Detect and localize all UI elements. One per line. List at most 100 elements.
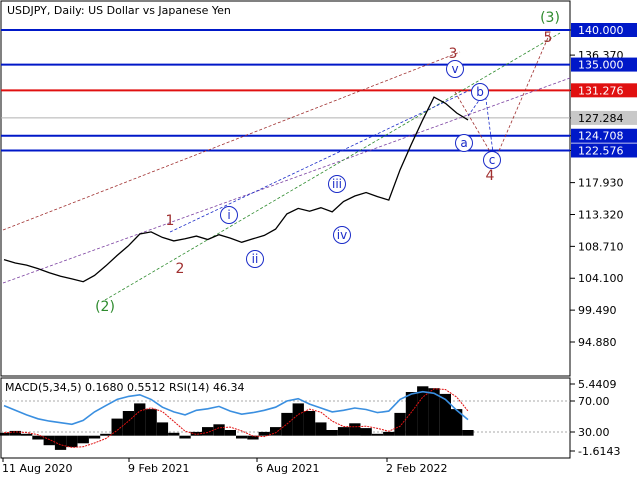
wave-label-c: c [489,153,496,167]
macd-bar [145,409,157,436]
macd-bar [292,403,304,436]
indicator-title: MACD(5,34,5) 0.1680 0.5512 RSI(14) 46.34 [5,381,244,394]
macd-bar [236,435,248,439]
macd-bar [349,423,361,436]
macd-bar [258,431,270,436]
level-tag-label: 124.708 [578,130,624,143]
wave5-projection-line [494,32,551,161]
macd-bar [213,424,225,436]
channel-upper-line [2,51,461,231]
level-tag [571,57,637,72]
macd-bar [190,431,202,436]
time-tick-label: 6 Aug 2021 [256,462,319,475]
wave-label-3: (3) [540,10,560,26]
macd-signal-line [3,388,469,448]
macd-bar [100,433,112,436]
macd-bar [224,430,236,436]
time-tick-label: 2 Feb 2022 [386,462,447,475]
macd-bar [405,392,418,436]
macd-bar [156,422,169,436]
sub-channel-line [169,89,471,233]
level-tag-label: 127.284 [578,112,624,125]
level-tag [571,110,637,125]
price-tick-label: 99.490 [578,304,617,317]
macd-bar [394,412,406,436]
price-tick-label: 94.880 [578,336,617,349]
macd-bar [9,430,21,436]
level-tag-label: 140.000 [578,24,624,37]
wave-label-b: b [476,85,484,99]
price-tick-label: 113.320 [578,208,624,221]
macd-bar [66,435,78,448]
level-tag [571,23,637,37]
macd-bar [360,428,372,436]
macd-bar [0,432,10,436]
macd-bar [462,430,474,436]
macd-bar [337,427,350,436]
wave-circle [483,151,501,169]
macd-bar [270,427,282,436]
main-panel [0,0,571,377]
macd-bar [326,430,338,436]
macd-bar [122,411,135,436]
time-tick-label: 11 Aug 2020 [2,462,72,475]
wave-circle [455,134,473,152]
price-tick-label: 117.930 [578,177,624,190]
wave-label-2: (2) [95,299,115,315]
wave-label-1: 1 [166,213,175,229]
macd-bar [315,422,327,436]
price-tick-label: 108.710 [578,240,624,253]
symbol-title: USDJPY, Daily: US Dollar vs Japanese Yen [7,4,231,17]
level-tag [571,83,637,98]
macd-bar [77,435,89,444]
wave3-target-line [104,32,561,301]
indicator-tick-label: -1.6143 [578,445,620,458]
indicator-tick-label: 30.00 [578,426,610,439]
rsi-line [3,390,469,426]
wave-label-a: a [460,136,467,150]
wave-label-4: 4 [486,168,495,184]
indicator-tick-label: 5.4409 [578,378,617,391]
macd-bar [202,427,214,436]
wave-circle [220,206,238,224]
macd-bar [134,403,146,436]
wave-circle [328,175,346,193]
macd-bar [383,431,395,436]
c-projection-line [484,91,495,161]
macd-bar [168,432,180,436]
wave-circle [246,250,264,268]
wave-label-iii: iii [332,177,342,191]
time-tick-label: 9 Feb 2021 [128,462,189,475]
macd-bar [417,386,429,436]
wave-label-i: i [227,208,230,222]
wave-label-v: v [451,62,458,76]
wave4-projection-line [454,91,496,161]
macd-bar [32,435,44,440]
macd-bar [247,435,259,440]
wave-label-ii: ii [252,252,259,266]
macd-bar [179,435,191,439]
wave-circle [333,226,351,244]
price-tick-label: 104.100 [578,272,624,285]
wave-circle [446,60,464,78]
macd-bar [439,393,451,436]
wave-label-5: 5 [544,30,553,46]
macd-bar [371,433,384,436]
macd-bar [428,388,440,436]
wave-circle [471,83,489,101]
level-tag-label: 131.276 [578,84,624,97]
level-tag-label: 122.576 [578,144,624,157]
indicator-tick-label: 70.00 [578,395,610,408]
wave-label-2: 2 [176,261,185,277]
macd-bar [43,435,55,446]
macd-bar [54,435,67,450]
macd-bar [451,409,463,436]
channel-lower-line [2,77,571,284]
level-tag [571,128,637,143]
macd-bar [303,411,316,436]
price-line [3,96,469,283]
level-tag [571,143,637,158]
wave-label-iv: iv [337,228,347,242]
level-tag-label: 135.000 [578,59,624,72]
